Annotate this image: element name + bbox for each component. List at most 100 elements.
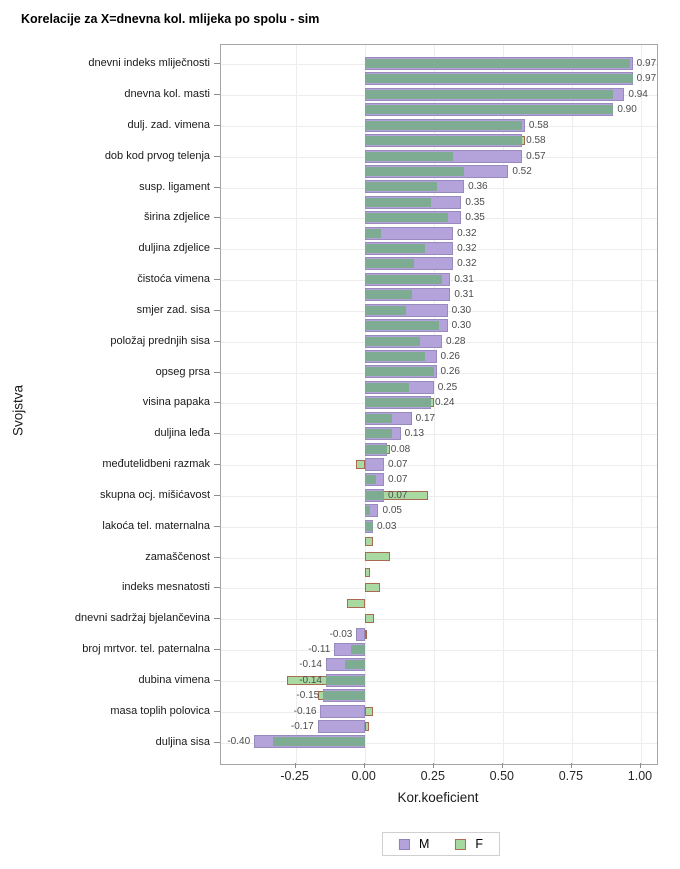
bar-f	[364, 274, 443, 284]
bar-f	[364, 336, 420, 346]
bar-overlap	[364, 136, 523, 146]
bar-overlap	[364, 120, 523, 130]
y-gridline	[221, 465, 657, 467]
legend-label-m: M	[418, 837, 430, 851]
y-tick	[214, 680, 220, 681]
x-gridline	[502, 45, 504, 764]
bar-value-label: 0.32	[457, 258, 477, 270]
bar-value-label: 0.58	[528, 119, 549, 131]
bar-f	[364, 290, 412, 300]
bar-value-label: 0.26	[440, 366, 460, 378]
y-tick	[214, 649, 220, 651]
x-axis-title: Kor.koeficient	[397, 790, 479, 805]
legend-item-m: M	[398, 837, 430, 851]
y-tick	[214, 248, 220, 250]
category-label: masa toplih polovica	[110, 704, 210, 717]
bar-f	[364, 105, 614, 115]
bar-value-label: 0.31	[454, 273, 474, 285]
bar-m	[317, 720, 365, 734]
bar-f	[364, 321, 440, 331]
bar-overlap	[364, 166, 465, 176]
y-tick	[214, 340, 220, 342]
x-tick	[570, 763, 572, 768]
bar-value-label: 0.57	[526, 150, 546, 162]
bar-value-label: 0.32	[457, 243, 477, 255]
bar-value-label: 0.30	[451, 320, 472, 332]
bar-f	[364, 120, 523, 130]
legend-swatch-m-icon	[398, 838, 410, 850]
category-label: smjer zad. sisa	[136, 303, 210, 316]
bar-f	[364, 537, 373, 547]
bar-f	[364, 413, 393, 423]
y-tick	[214, 309, 220, 311]
y-tick	[214, 217, 220, 219]
bar-overlap	[364, 351, 426, 361]
bar-f	[364, 382, 409, 392]
bar-overlap	[364, 305, 407, 315]
bar-value-label: 0.35	[465, 196, 485, 208]
bar-overlap	[364, 521, 373, 531]
bar-overlap	[325, 675, 365, 685]
bar-value-label: 0.28	[446, 335, 466, 347]
x-tick-label: 0.00	[351, 769, 376, 783]
y-gridline	[221, 434, 657, 436]
bar-f	[364, 89, 614, 99]
bar-value-label: 0.25	[437, 381, 458, 393]
x-tick	[294, 763, 296, 768]
bar-overlap	[364, 382, 409, 392]
bar-value-label: 0.07	[388, 474, 408, 486]
bar-overlap	[364, 475, 376, 485]
x-gridline	[571, 45, 573, 764]
category-label: čistoća vimena	[137, 273, 210, 286]
y-tick	[214, 587, 220, 589]
bar-value-label: -0.11	[308, 643, 331, 655]
x-tick	[501, 763, 503, 768]
bar-overlap	[364, 274, 443, 284]
category-label: međutelidbeni razmak	[102, 458, 210, 471]
category-label: širina zdjelice	[143, 211, 210, 224]
bar-overlap	[364, 151, 454, 161]
bar-overlap	[364, 336, 420, 346]
bar-f	[364, 521, 373, 531]
bar-value-label: 0.30	[451, 304, 472, 316]
bar-overlap	[364, 228, 382, 238]
y-tick	[214, 741, 220, 743]
legend-swatch-f-icon	[455, 838, 467, 850]
y-gridline	[221, 372, 657, 374]
bar-f	[364, 614, 375, 624]
bar-value-label: 0.35	[465, 212, 485, 224]
bar-f	[364, 475, 376, 485]
bar-f	[364, 367, 434, 377]
y-tick	[214, 186, 220, 188]
category-label: lakoća tel. maternalna	[102, 519, 210, 532]
bar-value-label: 0.24	[434, 397, 455, 409]
category-label: opseg prsa	[155, 365, 210, 378]
bar-overlap	[364, 259, 415, 269]
bar-f	[364, 629, 368, 639]
bar-m	[364, 457, 384, 471]
bar-overlap	[364, 59, 630, 68]
bar-f	[364, 490, 429, 500]
bar-overlap	[364, 244, 426, 254]
bar-value-label: 0.97	[636, 73, 657, 85]
y-gridline	[221, 588, 657, 590]
bar-f	[364, 722, 369, 732]
category-label: dob kod prvog telenja	[104, 149, 210, 162]
bar-value-label: 0.08	[390, 443, 411, 455]
bar-overlap	[350, 644, 365, 654]
bar-value-label: 0.97	[636, 58, 657, 69]
category-label: susp. ligament	[139, 180, 210, 193]
category-label: broj mrtvor. tel. paternalna	[82, 643, 210, 656]
x-gridline	[433, 45, 435, 764]
bar-overlap	[364, 197, 431, 207]
x-tick-label: 0.50	[489, 769, 514, 783]
category-label: duljina leđa	[154, 427, 210, 440]
category-label: dulj. zad. vimena	[127, 118, 210, 131]
category-label: dnevni indeks mliječnosti	[88, 57, 210, 70]
bar-f	[350, 644, 365, 654]
bar-f	[364, 552, 390, 562]
y-gridline	[221, 711, 657, 713]
bar-f	[364, 213, 448, 223]
bar-f	[364, 244, 426, 254]
bar-f	[364, 74, 633, 84]
